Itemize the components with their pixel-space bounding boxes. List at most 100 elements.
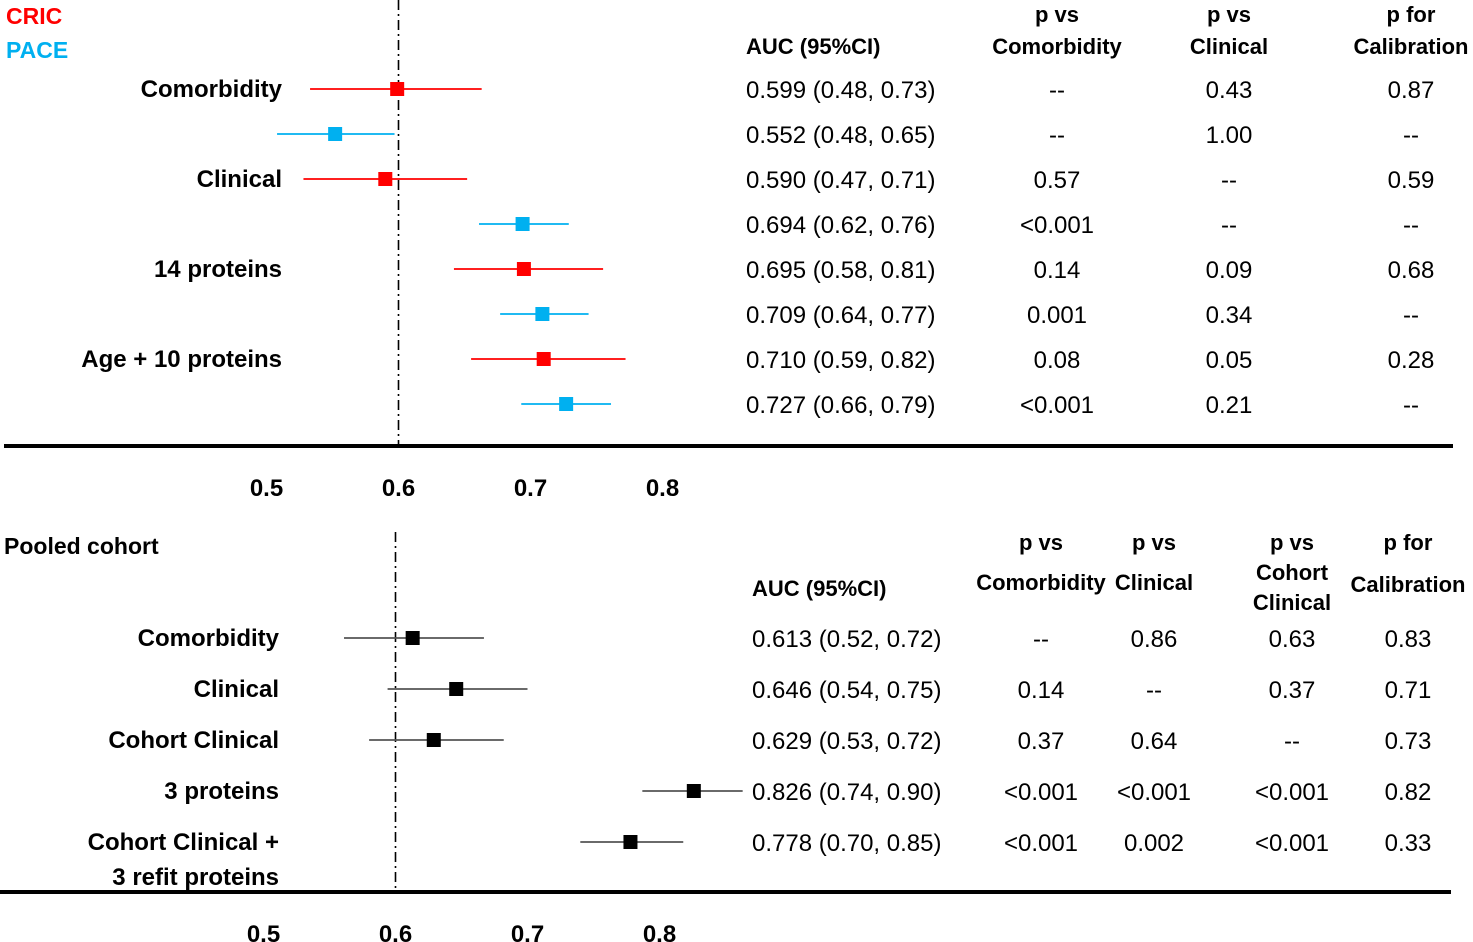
auc-value: 0.709 (0.64, 0.77): [746, 302, 935, 329]
auc-value: 0.646 (0.54, 0.75): [752, 677, 941, 704]
p-value: <0.001: [1255, 830, 1329, 857]
p-value: --: [1033, 626, 1049, 653]
p-value: 0.37: [1269, 677, 1316, 704]
p-value: 0.63: [1269, 626, 1316, 653]
p-value: --: [1049, 122, 1065, 149]
column-header: AUC (95%CI): [746, 34, 880, 59]
p-value: 0.34: [1206, 302, 1253, 329]
auc-value: 0.629 (0.53, 0.72): [752, 728, 941, 755]
column-header: p vs: [1132, 530, 1176, 555]
point-estimate-marker: [535, 307, 550, 321]
auc-value: 0.727 (0.66, 0.79): [746, 392, 935, 419]
p-value: 0.57: [1034, 167, 1081, 194]
p-value: 0.68: [1388, 257, 1435, 284]
p-value: --: [1221, 167, 1237, 194]
tick-label: 0.8: [643, 921, 676, 942]
p-value: 0.87: [1388, 77, 1435, 104]
column-header: AUC (95%CI): [752, 576, 886, 601]
column-header: p for: [1384, 530, 1433, 555]
row-label: 3 proteins: [164, 778, 279, 805]
p-value: 0.09: [1206, 257, 1253, 284]
p-value: <0.001: [1004, 830, 1078, 857]
p-value: 0.43: [1206, 77, 1253, 104]
p-value: 0.37: [1018, 728, 1065, 755]
point-estimate-marker: [686, 784, 701, 798]
p-value: --: [1403, 212, 1419, 239]
column-header: p for: [1387, 2, 1436, 27]
point-estimate-marker: [449, 682, 464, 696]
p-value: 0.28: [1388, 347, 1435, 374]
tick-label: 0.7: [514, 475, 547, 502]
row-label: Clinical: [194, 676, 279, 703]
p-value: --: [1049, 77, 1065, 104]
auc-value: 0.552 (0.48, 0.65): [746, 122, 935, 149]
row-label: Age + 10 proteins: [81, 346, 282, 373]
p-value: <0.001: [1004, 779, 1078, 806]
column-header: Clinical: [1115, 570, 1193, 595]
point-estimate-marker: [536, 352, 551, 366]
p-value: 1.00: [1206, 122, 1253, 149]
tick-label: 0.8: [646, 475, 679, 502]
row-label: 3 refit proteins: [112, 864, 279, 891]
p-value: --: [1146, 677, 1162, 704]
column-header: Clinical: [1190, 34, 1268, 59]
point-estimate-marker: [515, 217, 530, 231]
p-value: <0.001: [1117, 779, 1191, 806]
p-value: 0.83: [1385, 626, 1432, 653]
tick-label: 0.5: [247, 921, 280, 942]
tick-label: 0.6: [382, 475, 415, 502]
panel-title: Pooled cohort: [4, 533, 159, 559]
p-value: --: [1403, 392, 1419, 419]
column-header: p vs: [1019, 530, 1063, 555]
p-value: --: [1403, 122, 1419, 149]
p-value: <0.001: [1020, 392, 1094, 419]
column-header: Clinical: [1253, 590, 1331, 615]
tick-label: 0.6: [379, 921, 412, 942]
column-header: Calibration: [1351, 572, 1466, 597]
point-estimate-marker: [378, 172, 393, 186]
p-value: 0.59: [1388, 167, 1435, 194]
auc-value: 0.710 (0.59, 0.82): [746, 347, 935, 374]
row-label: 14 proteins: [154, 256, 282, 283]
auc-value: 0.590 (0.47, 0.71): [746, 167, 935, 194]
p-value: 0.33: [1385, 830, 1432, 857]
point-estimate-marker: [390, 82, 405, 96]
point-estimate-marker: [559, 397, 574, 411]
p-value: --: [1221, 212, 1237, 239]
p-value: 0.82: [1385, 779, 1432, 806]
p-value: 0.21: [1206, 392, 1253, 419]
p-value: --: [1403, 302, 1419, 329]
point-estimate-marker: [516, 262, 531, 276]
p-value: 0.001: [1027, 302, 1087, 329]
point-estimate-marker: [328, 127, 343, 141]
p-value: 0.002: [1124, 830, 1184, 857]
p-value: 0.71: [1385, 677, 1432, 704]
column-header: p vs: [1207, 2, 1251, 27]
point-estimate-marker: [426, 733, 441, 747]
auc-value: 0.694 (0.62, 0.76): [746, 212, 935, 239]
legend-label-cric: CRIC: [6, 3, 62, 29]
auc-value: 0.778 (0.70, 0.85): [752, 830, 941, 857]
p-value: 0.86: [1131, 626, 1178, 653]
column-header: Comorbidity: [976, 570, 1106, 595]
point-estimate-marker: [405, 631, 420, 645]
p-value: 0.14: [1034, 257, 1081, 284]
row-label: Cohort Clinical +: [88, 829, 279, 856]
row-label: Comorbidity: [138, 625, 280, 652]
legend-label-pace: PACE: [6, 37, 68, 63]
row-label: Cohort Clinical: [108, 727, 279, 754]
p-value: 0.73: [1385, 728, 1432, 755]
auc-value: 0.695 (0.58, 0.81): [746, 257, 935, 284]
row-label: Clinical: [197, 166, 282, 193]
column-header: p vs: [1270, 530, 1314, 555]
column-header: p vs: [1035, 2, 1079, 27]
column-header: Calibration: [1354, 34, 1469, 59]
p-value: 0.64: [1131, 728, 1178, 755]
p-value: <0.001: [1020, 212, 1094, 239]
p-value: <0.001: [1255, 779, 1329, 806]
p-value: 0.08: [1034, 347, 1081, 374]
p-value: --: [1284, 728, 1300, 755]
point-estimate-marker: [623, 835, 638, 849]
auc-value: 0.826 (0.74, 0.90): [752, 779, 941, 806]
